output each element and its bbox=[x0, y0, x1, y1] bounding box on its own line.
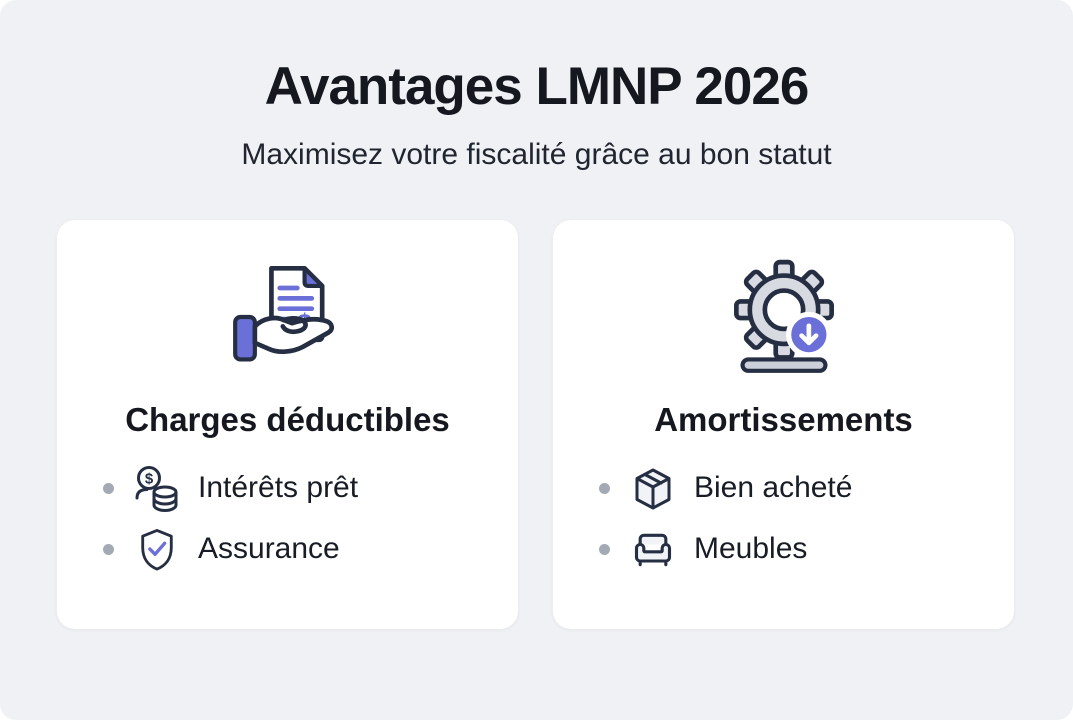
list-item-label: Bien acheté bbox=[694, 470, 853, 504]
card-charges-deductibles: $ Charges déductibles $ bbox=[57, 220, 518, 630]
bullet-dot bbox=[599, 483, 610, 495]
svg-text:$: $ bbox=[145, 470, 154, 487]
cards-row: $ Charges déductibles $ bbox=[0, 220, 1073, 630]
list-item-label: Meubles bbox=[694, 531, 808, 565]
bullet-dot bbox=[103, 483, 114, 495]
card-title: Charges déductibles bbox=[125, 401, 450, 439]
card-list: $ Intérêts prêt bbox=[103, 465, 518, 573]
card-title: Amortissements bbox=[654, 401, 913, 439]
list-item: Assurance bbox=[103, 527, 518, 573]
shield-check-icon bbox=[133, 527, 181, 572]
card-amortissements: Amortissements Bien acheté bbox=[553, 220, 1014, 630]
card-list: Bien acheté Meubles bbox=[599, 466, 1014, 573]
list-item: Meubles bbox=[599, 527, 1014, 573]
coins-dollar-icon: $ bbox=[133, 465, 181, 513]
list-item-label: Intérêts prêt bbox=[198, 470, 359, 504]
header: Avantages LMNP 2026 Maximisez votre fisc… bbox=[0, 0, 1073, 171]
armchair-icon bbox=[629, 528, 677, 572]
bullet-dot bbox=[599, 544, 610, 556]
bullet-dot bbox=[103, 544, 114, 556]
list-item: $ Intérêts prêt bbox=[103, 465, 518, 513]
page-subtitle: Maximisez votre fiscalité grâce au bon s… bbox=[241, 138, 832, 172]
gear-download-icon bbox=[553, 260, 1014, 374]
invoice-hand-icon: $ bbox=[57, 260, 518, 374]
list-item-label: Assurance bbox=[198, 531, 340, 565]
list-item: Bien acheté bbox=[599, 466, 1014, 512]
package-box-icon bbox=[629, 466, 677, 512]
page-title: Avantages LMNP 2026 bbox=[264, 57, 810, 116]
